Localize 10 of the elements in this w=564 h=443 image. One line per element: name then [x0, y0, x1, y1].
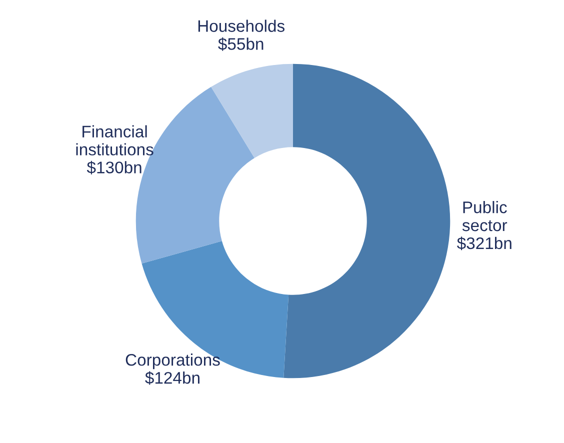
donut-slice [211, 64, 293, 158]
slice-label: Financial institutions [76, 125, 154, 156]
data-label: $130bn [86, 160, 142, 174]
data-label: $321bn [457, 236, 512, 250]
slice-label: Public sector [462, 201, 508, 232]
slice-label: Households [198, 20, 284, 32]
data-label: $55bn [218, 37, 264, 51]
data-label: $124bn [145, 371, 200, 385]
donut-slice [284, 64, 450, 378]
slice-label: Corporations [126, 354, 220, 370]
